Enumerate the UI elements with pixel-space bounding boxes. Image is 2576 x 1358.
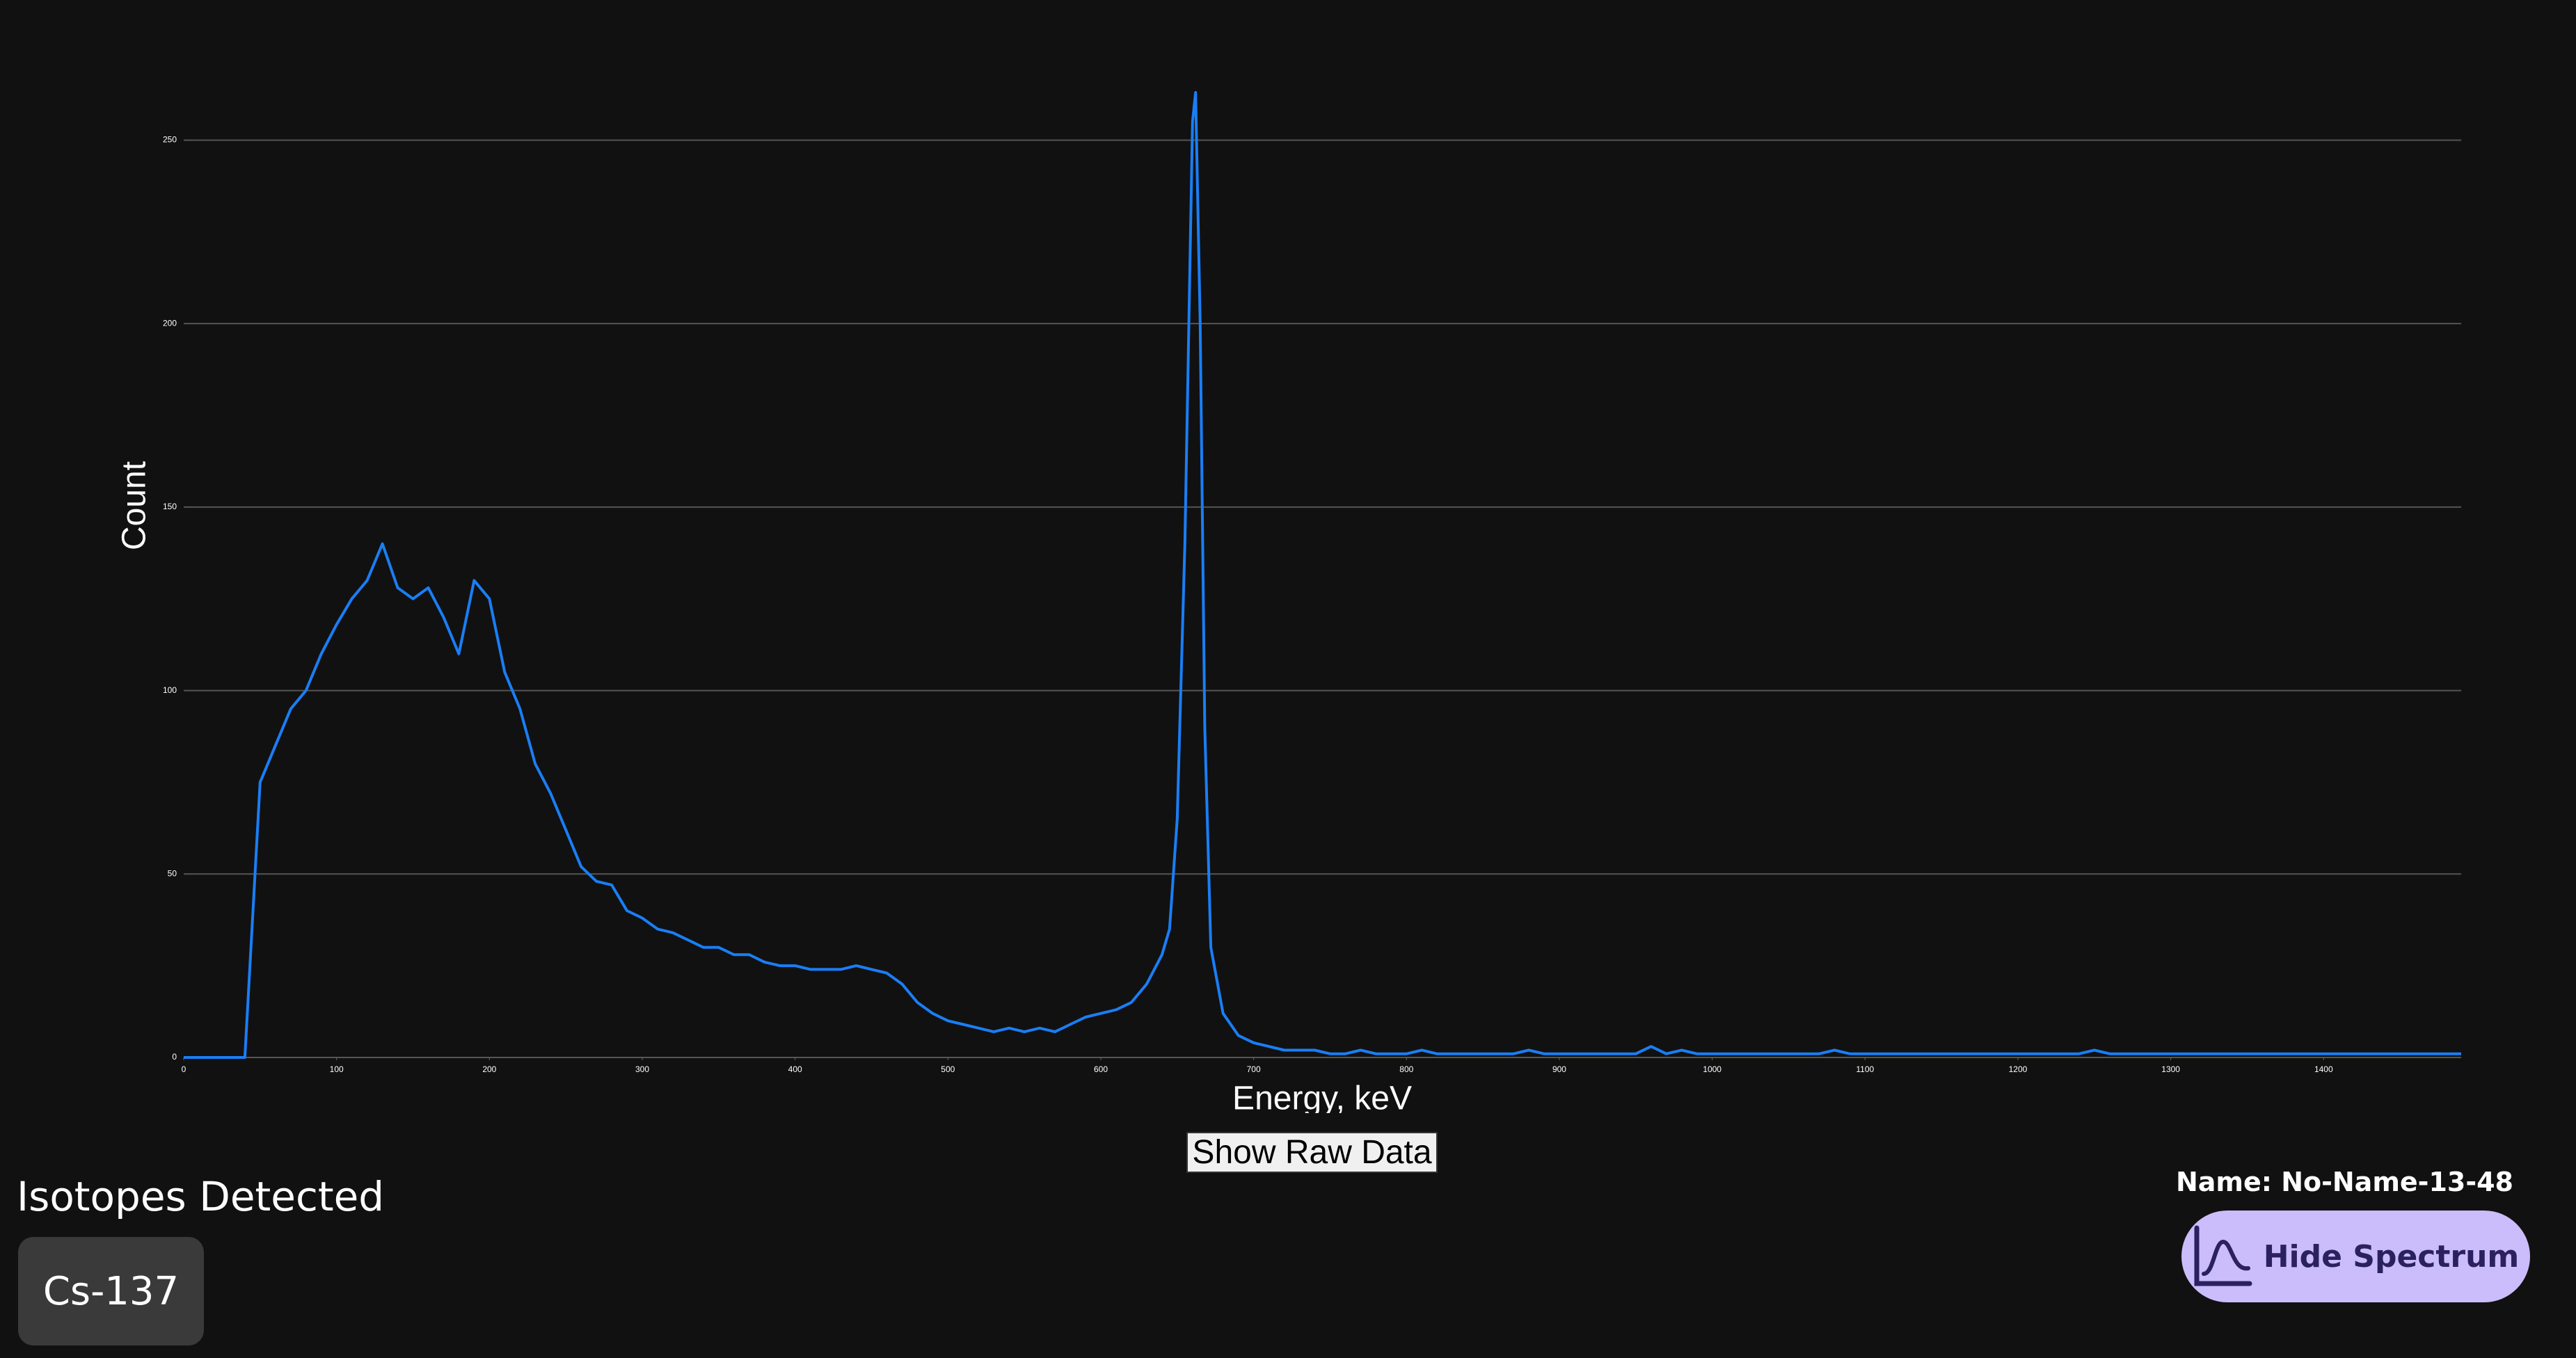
x-tick-label: 300: [635, 1064, 649, 1074]
x-tick-label: 1200: [2009, 1064, 2028, 1074]
x-tick-label: 800: [1399, 1064, 1413, 1074]
x-tick-label: 1400: [2314, 1064, 2333, 1074]
isotopes-title: Isotopes Detected: [17, 1173, 385, 1220]
x-tick-label: 1300: [2161, 1064, 2180, 1074]
y-tick-label: 200: [163, 318, 177, 328]
x-tick-label: 0: [182, 1064, 186, 1074]
spectrum-icon: [2194, 1225, 2252, 1286]
hide-spectrum-button[interactable]: Hide Spectrum: [2181, 1211, 2530, 1302]
x-tick-label: 600: [1094, 1064, 1108, 1074]
x-tick-label: 200: [482, 1064, 496, 1074]
x-tick-label: 1000: [1703, 1064, 1722, 1074]
y-tick-label: 100: [163, 685, 177, 695]
spectrum-line: [184, 90, 2461, 1059]
y-tick-label: 150: [163, 502, 177, 511]
hide-spectrum-label: Hide Spectrum: [2263, 1238, 2520, 1275]
show-raw-data-button[interactable]: Show Raw Data: [1186, 1132, 1438, 1173]
y-tick-label: 0: [172, 1052, 177, 1062]
chart: Energy, keV Count 0 50 100 150 200 250 0 100 200…: [116, 90, 2461, 1113]
x-tick-label: 500: [941, 1064, 955, 1074]
x-tick-label: 1100: [1856, 1064, 1874, 1074]
isotope-chip[interactable]: Cs-137: [18, 1237, 204, 1345]
isotope-list: Cs-137: [18, 1237, 204, 1345]
x-axis-title: Energy, keV: [1232, 1080, 1412, 1113]
y-tick-label: 250: [163, 135, 177, 145]
spectrum-name: Name: No-Name-13-48: [2175, 1167, 2513, 1197]
x-tick-label: 400: [788, 1064, 802, 1074]
x-tick-label: 900: [1552, 1064, 1566, 1074]
x-tick-label: 700: [1247, 1064, 1261, 1074]
y-tick-label: 50: [168, 868, 177, 878]
x-tick-label: 100: [330, 1064, 344, 1074]
y-axis-title: Count: [116, 461, 153, 550]
